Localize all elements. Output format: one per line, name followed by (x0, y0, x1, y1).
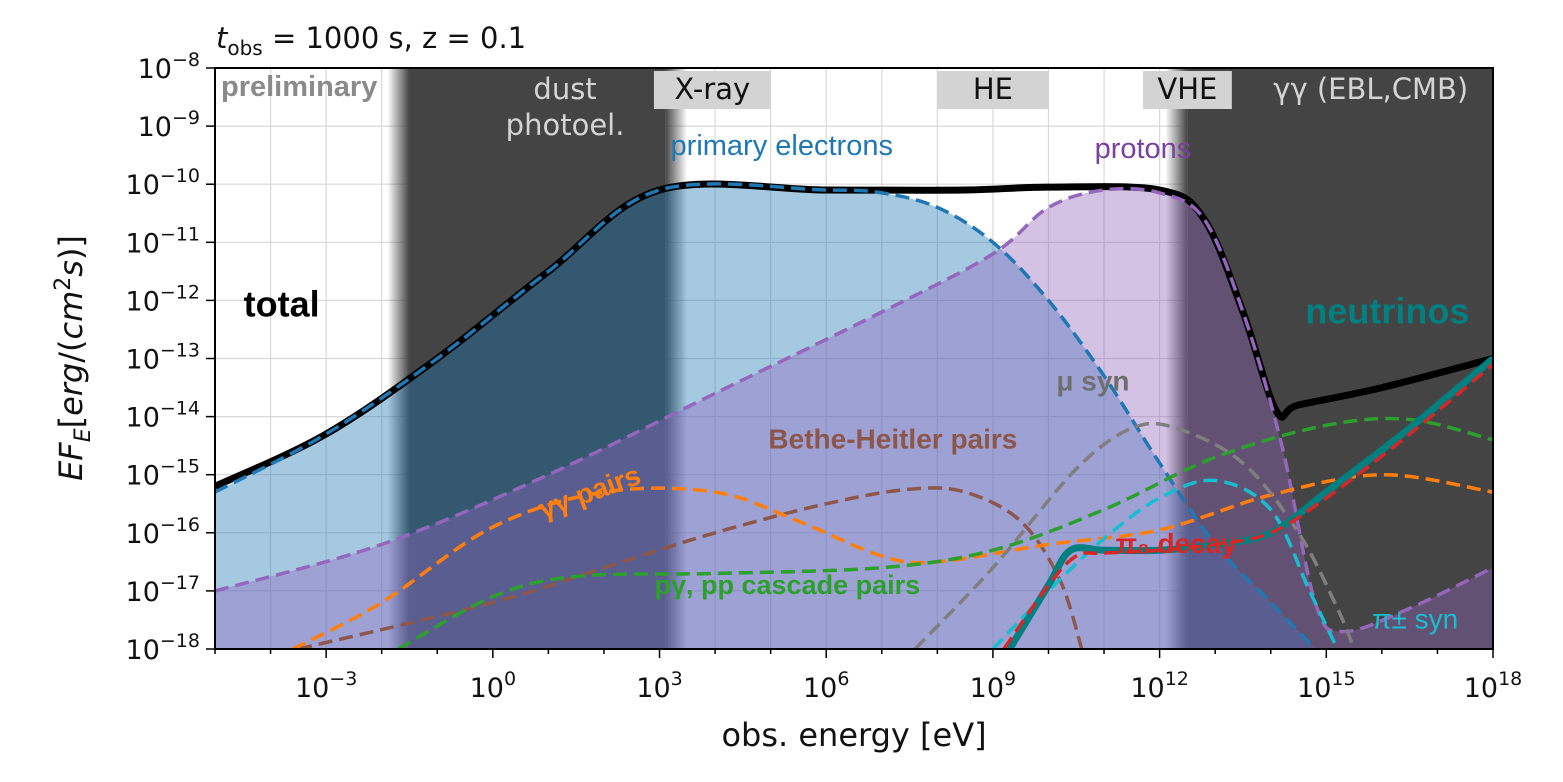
band-box (1142, 71, 1232, 109)
chart-header: tobs = 1000 s, z = 0.1 (216, 21, 526, 60)
x-tick-labels: 10−3 100 103 106 109 1012 1015 1018 (295, 668, 1522, 704)
x-tick-label: 103 (636, 668, 682, 704)
label-p-pp-cascade-pairs: pγ, pp cascade pairs (655, 570, 921, 600)
header-t-subscript: obs (227, 36, 262, 60)
energy-bands (387, 68, 1493, 649)
band-fade (1165, 68, 1188, 649)
y-tick-label: 10−16 (126, 514, 200, 550)
label-neutrinos: neutrinos (1305, 291, 1469, 332)
header-text: = 1000 s, z = 0.1 (263, 21, 526, 55)
series-primary-electrons (215, 182, 1317, 649)
y-tick-label: 10−18 (126, 630, 200, 666)
band-dark (1187, 68, 1493, 649)
band-box (937, 71, 1049, 109)
x-tick-label: 1012 (1130, 668, 1189, 704)
label--syn: μ syn (1056, 365, 1129, 396)
y-tick-label: 10−14 (126, 398, 200, 434)
x-tick-label: 1018 (1464, 668, 1523, 704)
band-label: X-ray (674, 72, 750, 106)
series-neutrinos (1006, 355, 1493, 649)
x-tick-label: 106 (803, 668, 849, 704)
y-tick-label: 10−17 (126, 572, 200, 608)
fill-primary-electrons (215, 183, 1316, 649)
series--syn (913, 421, 1356, 649)
y-tick-label: 10−12 (126, 281, 200, 317)
label-primary-electrons: primary electrons (671, 130, 893, 162)
band-label: dust (533, 72, 596, 106)
series-bethe-heitler-pairs (297, 486, 1084, 649)
band-box (653, 71, 771, 109)
y-tick-label: 10−11 (126, 223, 200, 259)
band-fade (665, 68, 688, 649)
header-t-symbol: t (216, 21, 229, 55)
y-tick-label: 10−10 (126, 165, 200, 201)
axis-ticks (206, 67, 1494, 658)
band-label: photoel. (506, 108, 625, 142)
y-tick-label: 10−13 (126, 340, 200, 376)
x-tick-label: 1015 (1297, 668, 1356, 704)
label-bethe-heitler-pairs: Bethe-Heitler pairs (768, 424, 1017, 455)
label-protons: protons (1095, 133, 1192, 165)
y-tick-label: 10−9 (138, 107, 200, 143)
x-tick-label: 109 (970, 668, 1016, 704)
curve-fills (215, 183, 1493, 649)
y-axis-title: EFE[erg/(cm2s)] (51, 235, 96, 481)
x-tick-label: 10−3 (295, 668, 357, 704)
band-label: HE (973, 72, 1013, 106)
series--syn (991, 478, 1339, 649)
y-tick-labels: 10−8 10−9 10−10 10−11 10−12 10−13 10−14 10−15 10… (126, 49, 200, 666)
band-dark (409, 68, 666, 649)
fill-protons (215, 188, 1493, 649)
series--0-decay (1002, 362, 1493, 649)
label-total: total (244, 284, 320, 325)
band-label: VHE (1157, 72, 1217, 106)
x-axis-title: obs. energy [eV] (721, 716, 986, 754)
watermark-preliminary: preliminary (221, 71, 377, 103)
x-tick-label: 100 (470, 668, 516, 704)
label--decay: π₀ decay (1116, 528, 1238, 559)
y-tick-label: 10−15 (126, 456, 200, 492)
band-fade (387, 68, 410, 649)
label--syn: π± syn (1372, 604, 1458, 635)
series-p-pp-cascade-pairs (397, 416, 1493, 649)
y-tick-label: 10−8 (138, 49, 200, 85)
curves (215, 180, 1493, 649)
band-label: γγ (EBL,CMB) (1273, 72, 1468, 106)
